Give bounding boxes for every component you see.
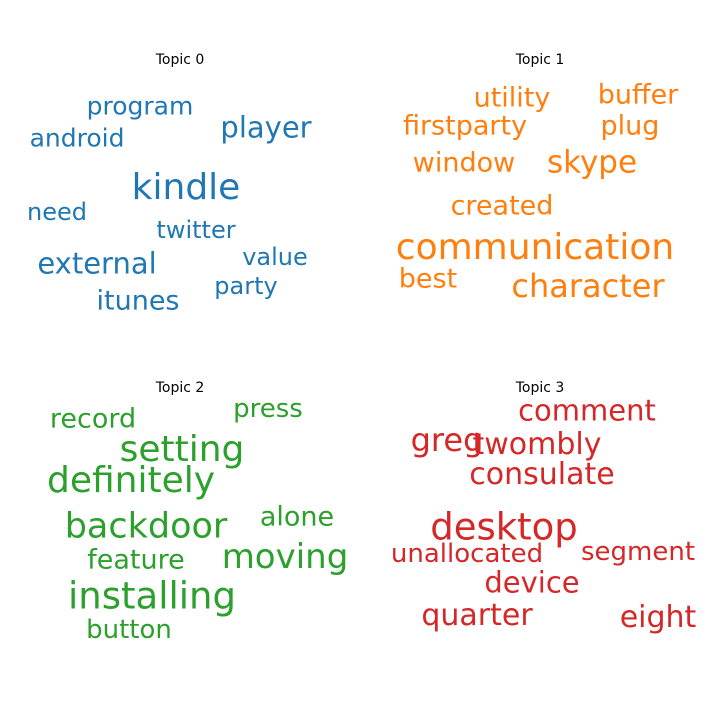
word-installing: installing: [68, 574, 236, 618]
word-device: device: [484, 565, 580, 600]
word-segment: segment: [580, 537, 696, 567]
topic-panel-0: Topic 0 kindle player external itunes progra…: [0, 0, 360, 360]
word-twitter: twitter: [156, 216, 236, 244]
word-utility: utility: [473, 82, 551, 114]
word-consulate: consulate: [469, 457, 615, 492]
word-press: press: [233, 394, 303, 424]
word-desktop: desktop: [430, 505, 578, 549]
word-backdoor: backdoor: [64, 506, 228, 547]
word-character: character: [511, 267, 665, 305]
word-android: android: [29, 123, 125, 153]
word-record: record: [49, 403, 137, 435]
word-party: party: [214, 272, 278, 300]
word-eight: eight: [619, 600, 697, 635]
word-communication: communication: [395, 227, 675, 268]
word-moving: moving: [221, 537, 349, 577]
panel-title: Topic 0: [155, 52, 205, 68]
word-window: window: [412, 147, 516, 179]
word-created: created: [450, 190, 554, 222]
word-greg: greg: [410, 421, 484, 459]
word-firstparty: firstparty: [402, 110, 528, 142]
word-kindle: kindle: [131, 167, 241, 208]
word-buffer: buffer: [597, 79, 679, 111]
word-external: external: [37, 246, 157, 281]
word-player: player: [220, 110, 312, 145]
panel-title: Topic 2: [155, 380, 205, 396]
topic-panel-1: Topic 1 communication character skype first…: [360, 0, 720, 360]
word-unallocated: unallocated: [390, 539, 544, 569]
word-comment: comment: [518, 393, 656, 428]
topic-panel-2: Topic 2 installing definitely setting backd…: [0, 360, 360, 720]
word-need: need: [27, 198, 87, 226]
word-quarter: quarter: [421, 598, 533, 633]
word-feature: feature: [87, 544, 185, 576]
word-value: value: [242, 243, 308, 271]
panel-title: Topic 1: [515, 52, 565, 68]
word-setting: setting: [119, 429, 245, 470]
word-itunes: itunes: [96, 285, 180, 317]
topic-panel-3: Topic 3 desktop greg consulate twombly quart…: [360, 360, 720, 720]
word-program: program: [86, 91, 194, 121]
word-twombly: twombly: [472, 427, 602, 462]
word-button: button: [86, 615, 172, 645]
word-alone: alone: [259, 501, 335, 533]
word-skype: skype: [546, 144, 638, 181]
word-definitely: definitely: [46, 460, 216, 501]
word-plug: plug: [600, 110, 660, 142]
word-best: best: [398, 263, 458, 295]
panel-title: Topic 3: [515, 380, 565, 396]
